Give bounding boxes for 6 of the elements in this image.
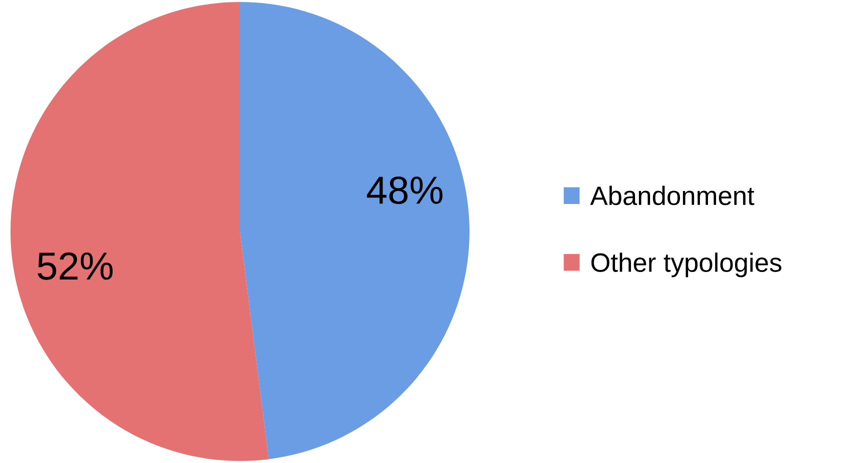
- legend-label: Abandonment: [590, 186, 754, 206]
- pie-slice: [240, 2, 470, 460]
- pie-slice: [10, 2, 269, 461]
- data-label: 48%: [366, 176, 442, 204]
- data-label: 52%: [38, 252, 113, 280]
- legend-label: Other typologies: [591, 252, 782, 278]
